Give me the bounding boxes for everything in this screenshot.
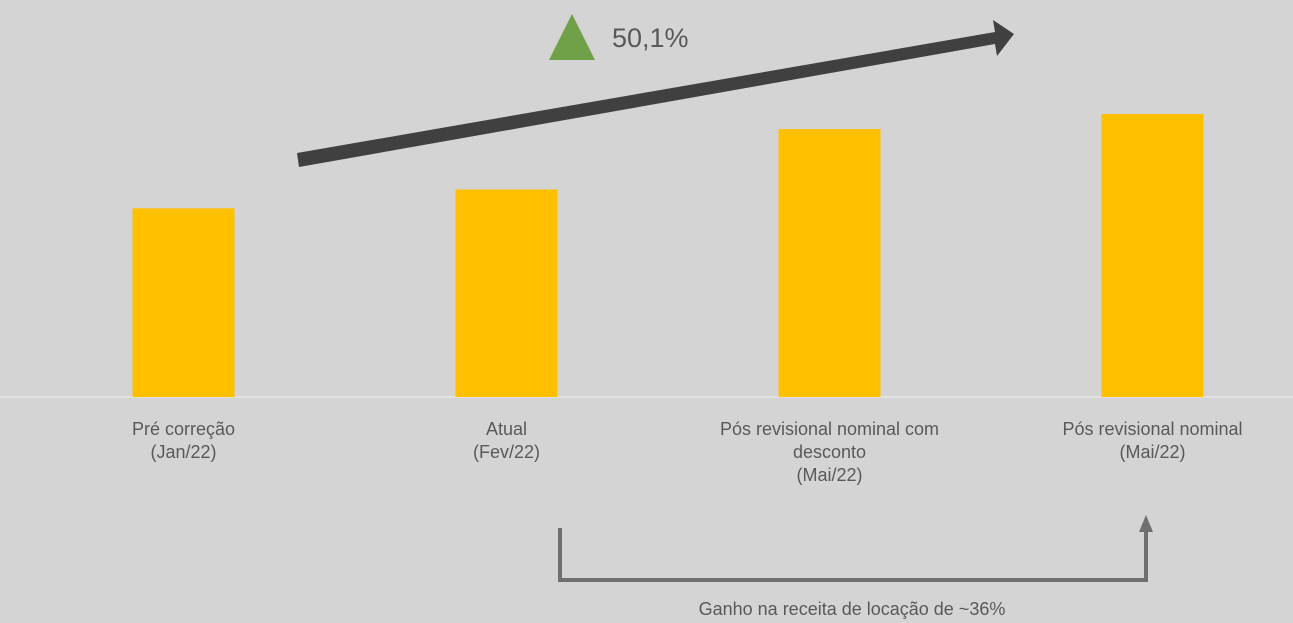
gain-label: Ganho na receita de locação de ~36%	[699, 599, 1006, 619]
bracket	[558, 528, 1148, 582]
x-tick-label: (Mai/22)	[796, 465, 862, 485]
x-tick-label: (Jan/22)	[150, 442, 216, 462]
x-tick-label: Pré correção	[132, 419, 235, 439]
growth-label: 50,1%	[612, 23, 689, 53]
x-tick-label: Pós revisional nominal com	[720, 419, 939, 439]
x-tick-label: (Mai/22)	[1119, 442, 1185, 462]
x-tick-label: Atual	[486, 419, 527, 439]
bar	[455, 189, 558, 397]
trend-arrow	[297, 20, 1014, 167]
bar	[132, 208, 235, 397]
x-tick-label: desconto	[793, 442, 866, 462]
x-tick-label: (Fev/22)	[473, 442, 540, 462]
bar	[778, 129, 881, 398]
bracket-arrowhead	[1139, 515, 1153, 532]
up-triangle	[549, 14, 595, 60]
bar	[1101, 114, 1204, 397]
x-tick-label: Pós revisional nominal	[1062, 419, 1242, 439]
